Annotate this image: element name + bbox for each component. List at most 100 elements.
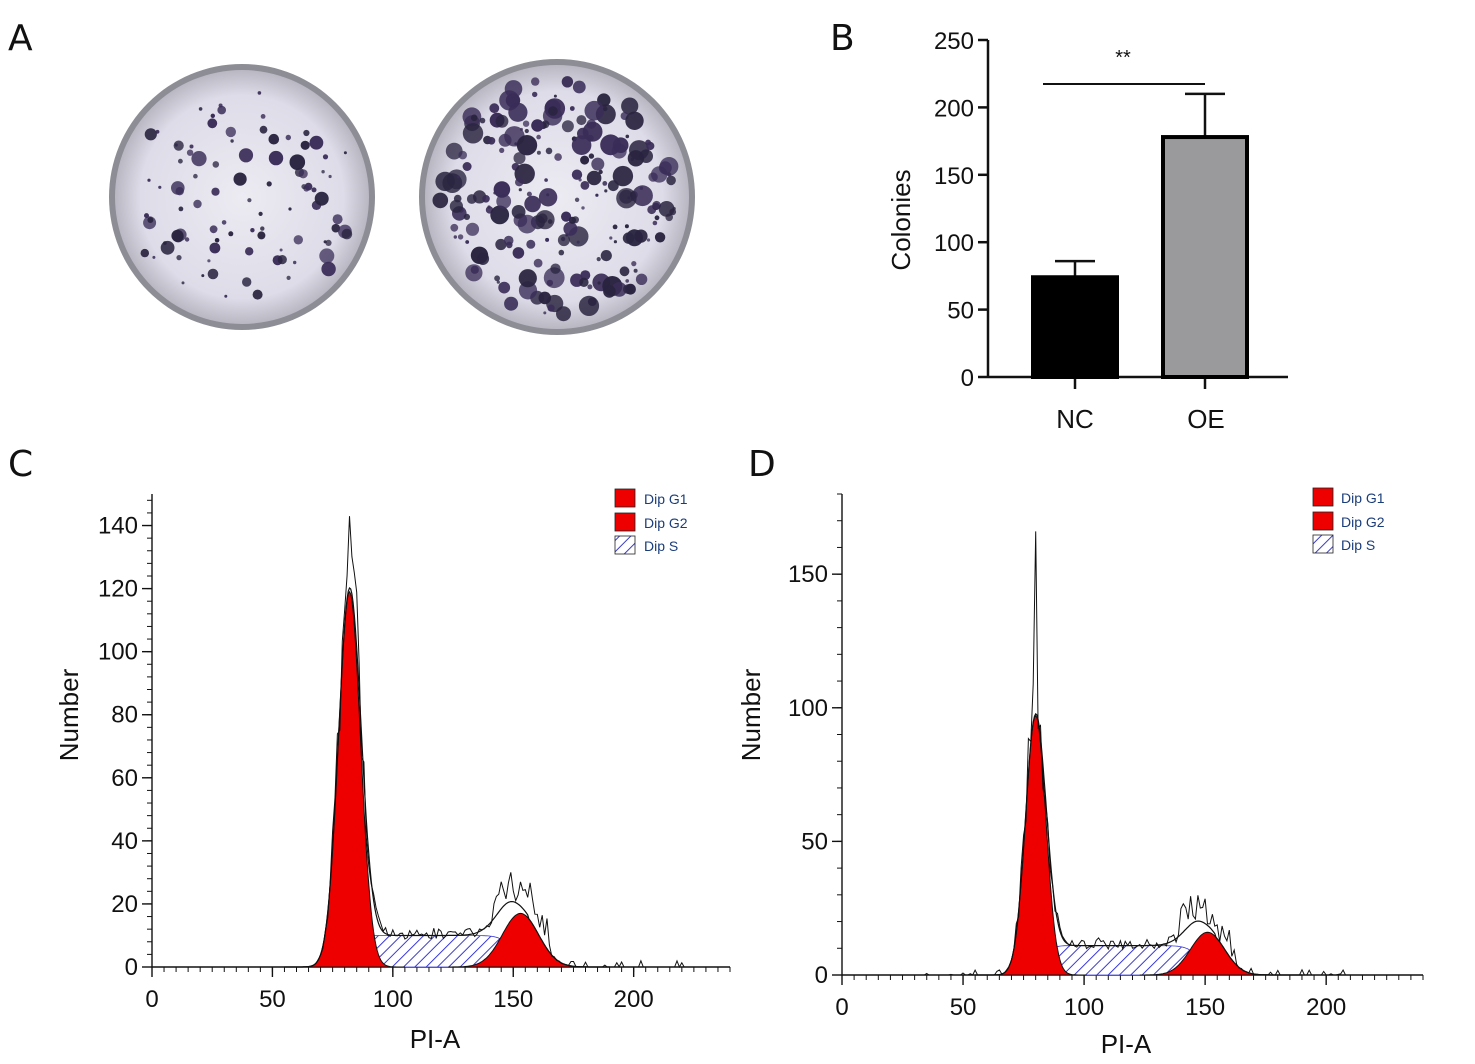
colony — [289, 154, 306, 170]
colony — [432, 192, 449, 209]
colony — [550, 263, 561, 274]
colony — [300, 140, 310, 150]
colony — [591, 157, 605, 171]
colony — [524, 128, 529, 134]
colony — [576, 240, 580, 244]
colony — [625, 279, 629, 283]
colony — [224, 294, 228, 298]
colony — [322, 154, 329, 160]
colony — [512, 247, 525, 259]
colony — [233, 172, 247, 186]
y-tick-label: 140 — [98, 513, 138, 540]
colony — [303, 129, 310, 137]
y-tick-label: 150 — [788, 561, 828, 588]
legend-label-g2: Dip G2 — [1341, 514, 1385, 530]
colony — [495, 238, 507, 251]
colony — [163, 241, 167, 245]
legend-label-s: Dip S — [644, 538, 678, 554]
colony — [611, 282, 627, 297]
colony — [616, 188, 637, 209]
colony — [285, 134, 291, 141]
colony — [252, 289, 263, 300]
colony — [341, 228, 353, 240]
colony — [587, 284, 593, 290]
colony — [493, 181, 511, 198]
y-axis-label: Number — [736, 668, 766, 761]
colony — [574, 197, 580, 202]
colony — [607, 180, 619, 192]
colony — [582, 121, 603, 142]
colony — [538, 188, 558, 207]
colony — [247, 198, 252, 203]
colony — [598, 169, 603, 175]
colony — [288, 207, 292, 211]
colony — [576, 115, 587, 126]
nc-plate — [109, 64, 375, 330]
colony — [298, 169, 308, 179]
colony — [144, 213, 149, 219]
legend-label-g1: Dip G1 — [644, 491, 688, 507]
colony — [479, 117, 486, 124]
colony — [572, 80, 586, 94]
colony — [171, 229, 184, 242]
panel-letter-d: D — [748, 444, 776, 485]
colony — [487, 205, 491, 209]
colony — [328, 174, 332, 179]
colony — [499, 147, 505, 153]
category-label-oe: OE — [1187, 404, 1225, 434]
colony — [561, 76, 574, 88]
colony — [623, 284, 633, 294]
colony — [160, 240, 175, 255]
colony — [669, 208, 677, 216]
colony — [309, 135, 324, 150]
colony — [630, 157, 634, 161]
oe-plate-colonies — [432, 76, 679, 322]
colony — [207, 259, 211, 263]
colony — [621, 97, 639, 115]
colony — [140, 248, 149, 258]
colony — [207, 118, 218, 129]
colony — [639, 186, 644, 190]
colony — [268, 133, 280, 145]
colony — [221, 220, 227, 225]
colony — [258, 211, 263, 216]
panel-letter-a: A — [8, 18, 33, 59]
panel-a-plates — [109, 59, 695, 335]
colony — [152, 255, 156, 259]
y-tick-label: 80 — [111, 702, 138, 729]
colony — [260, 114, 266, 119]
colony — [666, 175, 676, 186]
colony — [544, 178, 548, 182]
colony — [207, 268, 219, 280]
oe-plate — [419, 59, 695, 335]
x-tick-label: 150 — [493, 986, 533, 1013]
colony — [212, 161, 220, 168]
colony — [470, 265, 479, 274]
colony — [506, 241, 513, 249]
colony — [516, 135, 538, 156]
colony — [214, 249, 218, 253]
colony — [332, 214, 343, 225]
panel-letter-c: C — [8, 444, 34, 485]
colony — [242, 277, 252, 287]
y-tick-label: 100 — [98, 639, 138, 666]
colony — [632, 185, 653, 207]
colony — [504, 296, 519, 311]
y-tick-label: 50 — [947, 298, 974, 325]
nc-plate-colonies — [140, 91, 353, 300]
colony — [547, 304, 555, 312]
colony — [487, 137, 496, 145]
colony — [652, 200, 661, 210]
y-tick-label: 0 — [125, 954, 138, 981]
colony — [603, 285, 616, 298]
colony — [178, 206, 184, 212]
category-label-nc: NC — [1056, 404, 1094, 434]
colony — [646, 141, 655, 151]
colony — [321, 261, 336, 277]
colony — [450, 223, 459, 232]
colony — [319, 248, 335, 264]
colony — [214, 238, 220, 243]
colony — [456, 175, 460, 179]
colony — [191, 151, 207, 167]
x-axis-label: PI-A — [1101, 1029, 1152, 1059]
